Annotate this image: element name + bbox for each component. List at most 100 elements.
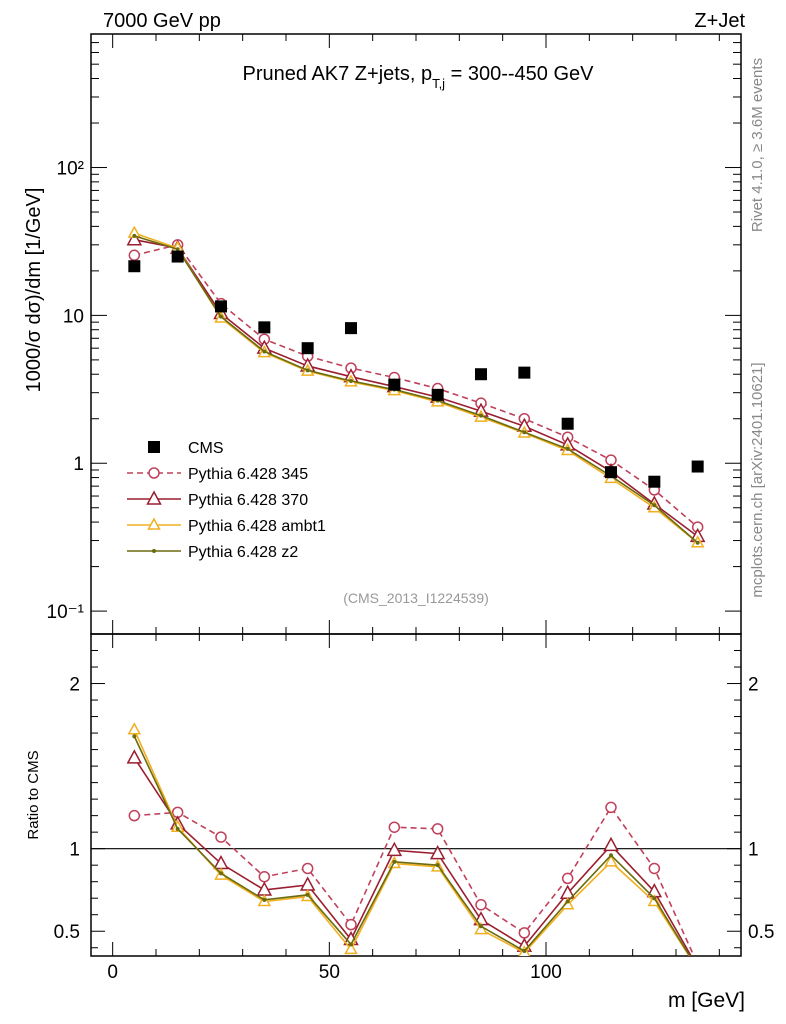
ratio-point-pythia-6-428-345 xyxy=(345,918,357,931)
ratio-point-pythia-6-428-345 xyxy=(388,821,401,833)
ratio-point-pythia-6-428-z2 xyxy=(652,896,657,901)
ratio-point-pythia-6-428-345 xyxy=(518,927,531,939)
analysis-tag: (CMS_2013_I1224539) xyxy=(343,590,489,606)
ratio-point-pythia-6-428-370 xyxy=(603,836,619,852)
header-right: Z+Jet xyxy=(694,10,745,32)
mcplots-label: mcplots.cern.ch [arXiv:2401.10621] xyxy=(749,362,766,597)
legend-marker-pythia-6-428-370 xyxy=(146,490,162,505)
line-pythia-6-428-z2 xyxy=(134,235,699,544)
ratio-point-pythia-6-428-345 xyxy=(475,899,487,911)
x-tick-label: 100 xyxy=(530,962,562,983)
ratio-series xyxy=(126,722,703,973)
legend: CMS Pythia 6.428 345 Pythia 6.428 370 Pythi… xyxy=(127,440,326,561)
ratio-point-pythia-6-428-ambt1 xyxy=(127,722,142,735)
point-pythia-6-428-z2 xyxy=(305,368,310,373)
point-cms xyxy=(215,300,227,313)
point-pythia-6-428-z2 xyxy=(262,349,267,354)
ratio-point-pythia-6-428-z2 xyxy=(435,863,440,868)
legend-label-cms: CMS xyxy=(188,440,224,457)
main-series-clip xyxy=(126,225,706,548)
point-pythia-6-428-z2 xyxy=(695,540,700,545)
ratio-line-pythia-6-428-ambt1 xyxy=(133,729,691,956)
legend-label-pythia-6-428-370: Pythia 6.428 370 xyxy=(188,492,308,509)
point-cms xyxy=(431,388,444,401)
ratio-series-clip xyxy=(126,722,703,973)
ratio-point-pythia-6-428-z2 xyxy=(219,871,223,876)
point-cms xyxy=(475,368,487,381)
ratio-point-pythia-6-428-345 xyxy=(561,872,574,885)
point-pythia-6-428-345 xyxy=(128,249,141,262)
ratio-point-pythia-6-428-z2 xyxy=(305,892,310,897)
ratio-point-pythia-6-428-370 xyxy=(429,845,446,860)
main-series xyxy=(126,225,706,548)
ratio-point-pythia-6-428-345 xyxy=(215,831,227,843)
ratio-tick-label: 0.5 xyxy=(54,922,80,943)
point-pythia-6-428-z2 xyxy=(219,314,223,319)
ratio-point-pythia-6-428-345 xyxy=(431,823,444,835)
ratio-point-pythia-6-428-z2 xyxy=(565,899,570,904)
plot-title: Pruned AK7 Z+jets, pT,j = 300--450 GeV xyxy=(243,63,595,91)
ratio-point-pythia-6-428-345 xyxy=(128,809,141,822)
legend-marker-pythia-6-428-345 xyxy=(148,467,160,479)
ratio-point-pythia-6-428-345 xyxy=(648,862,661,875)
point-pythia-6-428-z2 xyxy=(479,413,483,418)
x-tick-label: 50 xyxy=(319,962,340,983)
point-pythia-6-428-z2 xyxy=(652,503,657,508)
ratio-point-pythia-6-428-z2 xyxy=(175,826,180,831)
point-pythia-6-428-370 xyxy=(126,231,143,246)
plot-title-tail: = 300--450 GeV xyxy=(445,63,594,85)
point-cms xyxy=(518,366,531,379)
legend-label-pythia-6-428-z2: Pythia 6.428 z2 xyxy=(188,544,298,561)
ratio-line-pythia-6-428-z2 xyxy=(133,736,691,956)
line-pythia-6-428-ambt1 xyxy=(134,232,699,544)
ratio-tick-label-right: 1 xyxy=(748,840,759,861)
x-tick-label: 0 xyxy=(107,962,118,983)
point-pythia-6-428-z2 xyxy=(132,233,137,238)
ratio-point-pythia-6-428-ambt1 xyxy=(692,963,703,973)
ratio-tick-label-right: 0.5 xyxy=(748,922,774,943)
y-tick-label: 10² xyxy=(57,159,84,180)
legend-label-pythia-6-428-ambt1: Pythia 6.428 ambt1 xyxy=(188,518,326,535)
point-cms xyxy=(561,417,574,430)
ratio-point-pythia-6-428-ambt1 xyxy=(604,854,618,867)
ratio-plot-frame xyxy=(90,633,742,957)
y-tick-label: 10⁻¹ xyxy=(47,602,85,623)
point-cms xyxy=(171,250,184,263)
point-cms xyxy=(258,321,271,334)
point-pythia-6-428-z2 xyxy=(175,247,180,252)
ratio-point-pythia-6-428-370 xyxy=(386,841,403,857)
legend-marker-pythia-6-428-z2 xyxy=(152,549,156,553)
ratio-point-pythia-6-428-z2 xyxy=(609,853,613,858)
ratio-line-pythia-6-428-370 xyxy=(133,757,692,956)
ratio-point-pythia-6-428-z2 xyxy=(392,859,397,864)
ratio-point-pythia-6-428-z2 xyxy=(522,949,527,954)
legend-label-pythia-6-428-345: Pythia 6.428 345 xyxy=(188,466,308,483)
ratio-point-pythia-6-428-370 xyxy=(299,876,316,891)
ratio-point-pythia-6-428-345 xyxy=(301,862,314,875)
legend-marker-pythia-6-428-ambt1 xyxy=(147,517,161,530)
point-pythia-6-428-z2 xyxy=(565,446,570,451)
plot-title-subscript: T,j xyxy=(432,76,445,91)
x-axis-label: m [GeV] xyxy=(668,989,745,1012)
ratio-point-pythia-6-428-345 xyxy=(605,801,617,814)
ratio-point-pythia-6-428-z2 xyxy=(349,942,353,947)
ratio-point-pythia-6-428-z2 xyxy=(132,734,137,739)
line-pythia-6-428-345 xyxy=(134,243,699,528)
point-cms xyxy=(388,378,401,391)
point-cms xyxy=(301,342,314,355)
y-axis-label: 1000/σ dσ)/dm [1/GeV] xyxy=(23,188,45,393)
ratio-tick-label-right: 2 xyxy=(748,675,759,696)
y-tick-label: 1 xyxy=(73,454,84,475)
ratio-point-pythia-6-428-345 xyxy=(693,959,703,969)
ratio-point-pythia-6-428-ambt1 xyxy=(344,941,358,955)
header-left: 7000 GeV pp xyxy=(103,10,221,32)
ratio-y-axis-label: Ratio to CMS xyxy=(25,750,42,839)
point-cms xyxy=(605,466,617,479)
rivet-label: Rivet 4.1.0, ≥ 3.6M events xyxy=(749,58,766,232)
point-cms xyxy=(345,322,357,335)
ratio-point-pythia-6-428-ambt1 xyxy=(170,819,185,832)
ratio-point-pythia-6-428-370 xyxy=(126,749,143,764)
axes: 0 50 100 10⁻¹ 1 10 10² 0.5 0.5 1 1 2 2 xyxy=(47,33,774,983)
ratio-point-pythia-6-428-345 xyxy=(258,870,271,883)
